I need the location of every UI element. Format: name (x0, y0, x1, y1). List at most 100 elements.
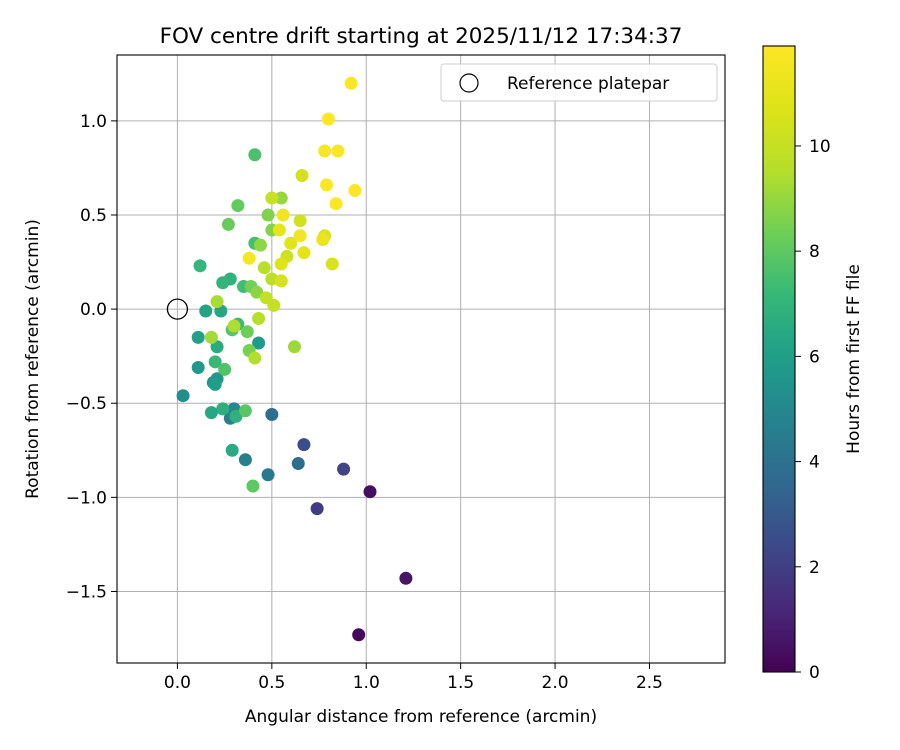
legend-box (440, 63, 718, 102)
data-point (208, 355, 222, 369)
data-point (216, 402, 230, 416)
data-point (208, 377, 222, 391)
data-point (310, 502, 324, 516)
reference-marker-layer (166, 298, 189, 320)
data-point (293, 229, 307, 243)
x-tick-label: 1.0 (353, 673, 380, 693)
legend-label: Reference platepar (507, 74, 669, 94)
y-axis-label: Rotation from reference (arcmin) (23, 219, 43, 499)
plot-area: 0.0 0.5 1.0 1.5 2.0 2.5 −1.5 −1.0 −0.5 0.0 0.5 1.0 (66, 54, 726, 693)
plot-frame (116, 54, 726, 664)
legend: Reference platepar (440, 63, 718, 102)
data-point (337, 462, 351, 476)
y-tick-label: 1.0 (80, 112, 107, 132)
data-point (191, 330, 205, 344)
data-points (176, 76, 413, 642)
y-axis-ticks: −1.5 −1.0 −0.5 0.0 0.5 1.0 (66, 112, 117, 602)
data-point (248, 148, 262, 162)
data-point (204, 406, 218, 420)
reference-platepar-marker (166, 298, 189, 320)
data-point (221, 217, 235, 231)
colorbar: 0 2 4 6 8 10 Hours from first FF file (762, 45, 864, 683)
data-point (176, 389, 190, 403)
data-point (246, 479, 260, 493)
data-point (348, 184, 362, 198)
data-point (344, 76, 358, 90)
colorbar-tick-label: 0 (809, 663, 820, 683)
chart-title: FOV centre drift starting at 2025/11/12 … (160, 24, 683, 49)
data-point (250, 285, 264, 299)
data-point (210, 295, 224, 309)
colorbar-tick-label: 4 (809, 453, 820, 473)
data-point (252, 336, 266, 350)
legend-reference-marker (459, 73, 479, 93)
x-axis-label: Angular distance from reference (arcmin) (245, 707, 597, 727)
data-point (204, 330, 218, 344)
data-point (316, 232, 330, 246)
data-point (261, 468, 275, 482)
colorbar-gradient (763, 46, 795, 672)
data-point (265, 408, 279, 422)
data-point (216, 276, 230, 290)
colorbar-label: Hours from first FF file (844, 264, 864, 454)
data-point (325, 257, 339, 271)
data-point (295, 168, 309, 182)
data-point (297, 246, 311, 260)
colorbar-tick-label: 6 (809, 347, 820, 367)
data-point (318, 144, 332, 158)
data-point (297, 438, 311, 452)
data-point (238, 453, 252, 467)
data-point (254, 238, 268, 252)
data-point (329, 197, 343, 211)
data-point (225, 443, 239, 457)
data-point (293, 214, 307, 228)
y-tick-label: 0.0 (80, 300, 107, 320)
data-point (274, 274, 288, 288)
x-tick-label: 0.5 (258, 673, 285, 693)
data-point (252, 312, 266, 326)
data-point (363, 485, 377, 499)
x-tick-label: 1.5 (447, 673, 474, 693)
data-point (276, 208, 290, 222)
data-point (272, 223, 286, 237)
data-point (261, 208, 275, 222)
data-point (257, 261, 271, 275)
data-point (229, 409, 243, 423)
data-point (320, 178, 334, 192)
data-point (291, 456, 305, 470)
x-tick-label: 0.0 (164, 673, 191, 693)
colorbar-ticks: 0 2 4 6 8 10 (795, 137, 831, 683)
data-point (331, 144, 345, 158)
data-point (242, 251, 256, 265)
colorbar-tick-label: 10 (809, 137, 831, 157)
colorbar-frame (762, 45, 796, 673)
data-point (352, 628, 366, 642)
x-axis-ticks: 0.0 0.5 1.0 1.5 2.0 2.5 (164, 663, 663, 693)
data-point (399, 571, 413, 585)
x-tick-label: 2.0 (542, 673, 569, 693)
plot-background (117, 55, 725, 663)
data-point (321, 112, 335, 126)
data-point (227, 319, 241, 333)
y-tick-label: −1.5 (66, 582, 107, 602)
data-point (199, 304, 213, 318)
data-point (265, 191, 279, 205)
data-point (193, 259, 207, 273)
data-point (248, 351, 262, 365)
data-point (218, 362, 232, 376)
data-point (210, 340, 224, 354)
data-point (240, 325, 254, 339)
data-point (267, 298, 281, 312)
data-point (287, 340, 301, 354)
y-tick-label: −1.0 (66, 488, 107, 508)
data-point (231, 199, 245, 213)
colorbar-tick-label: 8 (809, 242, 820, 262)
grid-lines (117, 55, 725, 663)
data-point (238, 404, 252, 418)
data-point (274, 191, 288, 205)
y-tick-label: −0.5 (66, 394, 107, 414)
y-tick-label: 0.5 (80, 206, 107, 226)
data-point (284, 236, 298, 250)
data-point (191, 360, 205, 374)
